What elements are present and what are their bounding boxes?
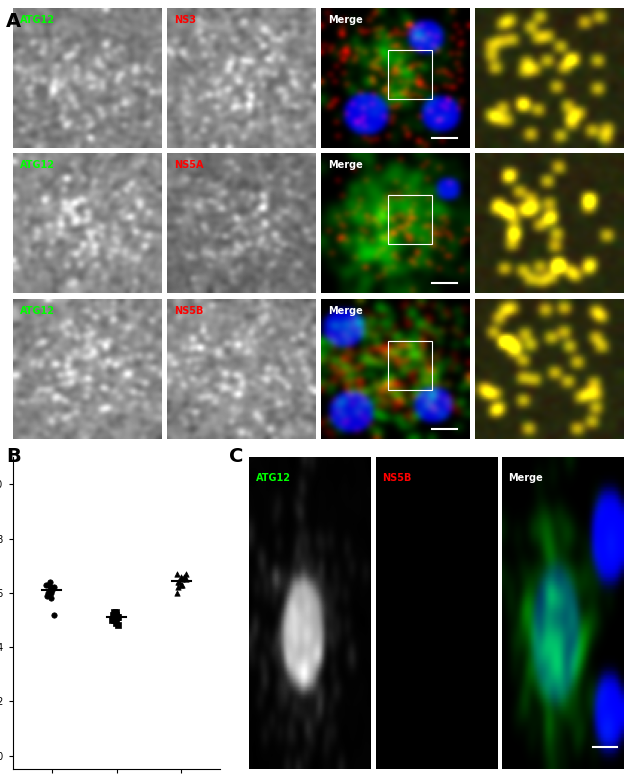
Point [181, 573, 191, 586]
Point [109, 605, 120, 618]
Bar [388, 195, 432, 244]
Point [176, 570, 186, 583]
Text: NS3: NS3 [174, 15, 197, 25]
Text: B: B [6, 447, 21, 465]
Text: Merge: Merge [508, 473, 543, 483]
Point [45, 576, 55, 588]
Point [177, 573, 187, 586]
Point [174, 576, 184, 588]
Point [174, 576, 184, 588]
Text: NS5B: NS5B [382, 473, 411, 483]
Point [181, 568, 191, 580]
Point [109, 614, 120, 626]
Point [109, 614, 119, 626]
Point [112, 611, 122, 623]
Text: Merge: Merge [328, 160, 363, 170]
Point [172, 568, 182, 580]
Point [43, 579, 53, 591]
Point [111, 605, 121, 618]
Point [43, 587, 53, 599]
Point [41, 579, 52, 591]
Bar [388, 50, 432, 99]
Point [47, 584, 57, 597]
Text: ATG12: ATG12 [20, 160, 55, 170]
Text: ATG12: ATG12 [20, 305, 55, 315]
Point [172, 587, 182, 599]
Point [176, 579, 186, 591]
Bar [388, 341, 432, 390]
Point [111, 616, 121, 629]
Point [46, 581, 56, 594]
Point [43, 590, 53, 602]
Point [179, 570, 189, 583]
Point [172, 581, 183, 594]
Point [111, 608, 121, 621]
Point [113, 611, 123, 623]
Text: NS5A: NS5A [174, 160, 204, 170]
Text: ATG12: ATG12 [20, 15, 55, 25]
Point [46, 592, 56, 605]
Point [46, 587, 56, 599]
Point [48, 608, 59, 621]
Point [107, 614, 117, 626]
Text: NS5B: NS5B [174, 305, 204, 315]
Text: Merge: Merge [328, 15, 363, 25]
Text: C: C [229, 447, 244, 465]
Point [113, 619, 123, 632]
Text: A: A [6, 12, 22, 30]
Text: ATG12: ATG12 [256, 473, 291, 483]
Point [49, 581, 59, 594]
Text: Merge: Merge [328, 305, 363, 315]
Point [45, 584, 55, 597]
Point [176, 579, 186, 591]
Point [108, 608, 118, 621]
